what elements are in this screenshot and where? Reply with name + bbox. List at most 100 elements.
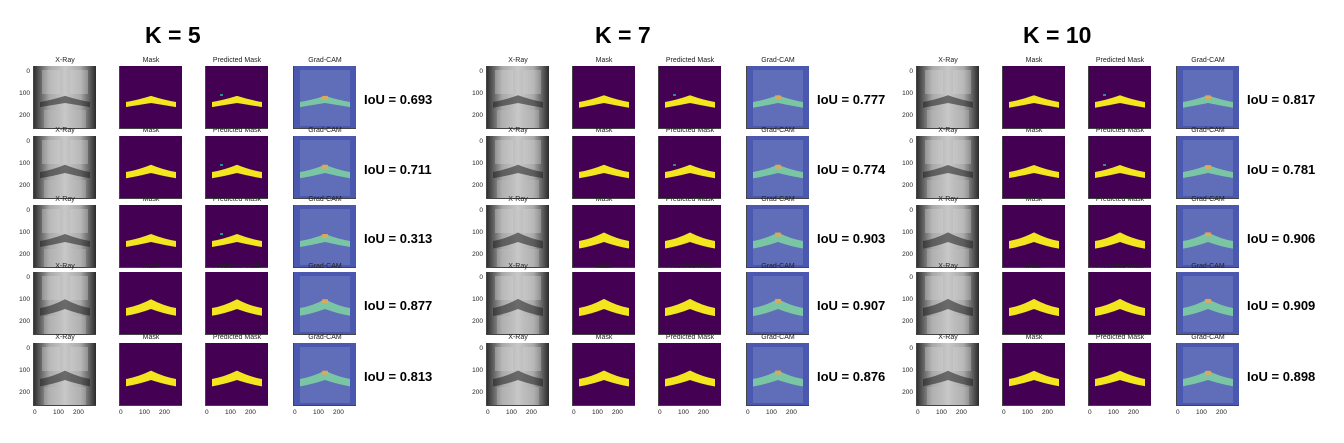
axis-line bbox=[1088, 205, 1089, 267]
predicted-mask bbox=[206, 343, 268, 405]
x-tick-label: 100 bbox=[936, 409, 947, 416]
axis-line bbox=[746, 343, 747, 405]
xray-image bbox=[917, 136, 979, 198]
xray-image bbox=[917, 205, 979, 267]
iou-score: IoU = 0.711 bbox=[364, 162, 432, 177]
axis-line bbox=[205, 405, 268, 406]
axis-line bbox=[205, 205, 206, 267]
panel-title: Mask bbox=[595, 263, 613, 270]
axis-line bbox=[293, 272, 294, 334]
panel-title: Mask bbox=[142, 196, 160, 203]
predicted-mask bbox=[206, 272, 268, 334]
axis-line bbox=[746, 267, 809, 268]
iou-score: IoU = 0.817 bbox=[1247, 92, 1316, 107]
y-tick-label: 100 bbox=[19, 367, 30, 374]
axis-line bbox=[1088, 334, 1151, 335]
gradcam-heatmap bbox=[1177, 272, 1239, 334]
x-tick-label: 100 bbox=[1108, 409, 1119, 416]
panel-title: Mask bbox=[595, 196, 613, 203]
predicted-mask bbox=[206, 66, 268, 128]
axis-line bbox=[1088, 198, 1151, 199]
axis-line bbox=[293, 136, 294, 198]
axis-line bbox=[293, 334, 356, 335]
predicted-mask bbox=[206, 136, 268, 198]
axis-line bbox=[746, 136, 747, 198]
axis-line bbox=[658, 66, 659, 128]
panel-title: Mask bbox=[595, 127, 613, 134]
x-tick-label: 100 bbox=[592, 409, 603, 416]
y-tick-label: 0 bbox=[26, 68, 30, 75]
panel-title: X-Ray bbox=[508, 127, 528, 134]
y-tick-label: 100 bbox=[902, 296, 913, 303]
y-tick-label: 100 bbox=[472, 160, 483, 167]
panel-title: Mask bbox=[142, 57, 160, 64]
k-title: K = 10 bbox=[1023, 22, 1092, 48]
axis-line bbox=[1176, 205, 1177, 267]
axis-line bbox=[1088, 136, 1089, 198]
axis-line bbox=[572, 136, 573, 198]
y-tick-label: 100 bbox=[902, 90, 913, 97]
panel-title: Grad-CAM bbox=[1191, 196, 1225, 203]
iou-score: IoU = 0.693 bbox=[364, 92, 433, 107]
panel-title: X-Ray bbox=[508, 334, 528, 341]
x-tick-label: 200 bbox=[1216, 409, 1227, 416]
axis-line bbox=[119, 405, 182, 406]
x-tick-label: 100 bbox=[1022, 409, 1033, 416]
axis-line bbox=[205, 272, 206, 334]
x-tick-label: 0 bbox=[486, 409, 490, 416]
gradcam-heatmap bbox=[1177, 66, 1239, 128]
y-tick-label: 0 bbox=[909, 138, 913, 145]
axis-line bbox=[33, 205, 34, 267]
iou-score: IoU = 0.777 bbox=[817, 92, 886, 107]
y-tick-label: 100 bbox=[19, 90, 30, 97]
panel-title: X-Ray bbox=[508, 263, 528, 270]
panel-title: Grad-CAM bbox=[761, 196, 795, 203]
axis-line bbox=[119, 66, 120, 128]
predicted-mask bbox=[659, 343, 721, 405]
y-tick-label: 0 bbox=[909, 345, 913, 352]
axis-line bbox=[1176, 66, 1177, 128]
axis-line bbox=[658, 128, 721, 129]
axis-line bbox=[1088, 272, 1089, 334]
axis-line bbox=[572, 205, 573, 267]
y-tick-label: 0 bbox=[909, 274, 913, 281]
axis-line bbox=[916, 128, 979, 129]
axis-line bbox=[1088, 128, 1151, 129]
panel-title: Mask bbox=[1025, 334, 1043, 341]
axis-line bbox=[916, 205, 917, 267]
x-tick-label: 0 bbox=[33, 409, 37, 416]
ground-truth-mask bbox=[573, 66, 635, 128]
axis-line bbox=[916, 66, 917, 128]
y-tick-label: 100 bbox=[19, 160, 30, 167]
panel-title: Predicted Mask bbox=[665, 196, 715, 203]
axis-line bbox=[33, 272, 34, 334]
x-tick-label: 0 bbox=[1002, 409, 1006, 416]
panel-title: Grad-CAM bbox=[1191, 127, 1225, 134]
axis-line bbox=[119, 128, 182, 129]
panel-title: X-Ray bbox=[55, 334, 75, 341]
panel-title: Predicted Mask bbox=[665, 263, 715, 270]
axis-line bbox=[486, 136, 487, 198]
panel-title: X-Ray bbox=[508, 196, 528, 203]
y-tick-label: 100 bbox=[472, 296, 483, 303]
gradcam-heatmap bbox=[294, 66, 356, 128]
xray-image bbox=[917, 66, 979, 128]
x-tick-label: 100 bbox=[766, 409, 777, 416]
panel-title: X-Ray bbox=[55, 57, 75, 64]
panel-title: Predicted Mask bbox=[665, 57, 715, 64]
gradcam-heatmap bbox=[747, 343, 809, 405]
axis-line bbox=[916, 405, 979, 406]
axis-line bbox=[916, 334, 979, 335]
y-tick-label: 200 bbox=[902, 182, 913, 189]
axis-line bbox=[33, 136, 34, 198]
axis-line bbox=[486, 343, 487, 405]
panel-title: Predicted Mask bbox=[1095, 196, 1145, 203]
gradcam-heatmap bbox=[294, 136, 356, 198]
predicted-mask bbox=[1089, 205, 1151, 267]
predicted-mask bbox=[659, 66, 721, 128]
axis-line bbox=[572, 198, 635, 199]
x-tick-label: 100 bbox=[139, 409, 150, 416]
panel-title: X-Ray bbox=[508, 57, 528, 64]
ground-truth-mask bbox=[1003, 136, 1065, 198]
x-tick-label: 100 bbox=[1196, 409, 1207, 416]
